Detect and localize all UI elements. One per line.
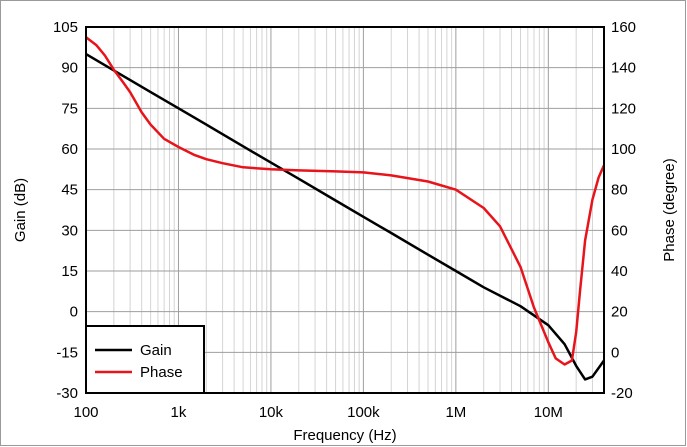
y-right-tick-label: 0 (611, 344, 619, 361)
y-left-tick-label: -30 (56, 385, 78, 402)
y-right-tick-label: 160 (611, 19, 636, 36)
y-right-tick-label: 100 (611, 141, 636, 158)
y-left-tick-label: 60 (61, 141, 78, 158)
y-left-tick-label: 45 (61, 182, 78, 199)
x-tick-label: 10k (259, 404, 284, 421)
series-lines (85, 36, 606, 381)
legend: Gain Phase (85, 325, 205, 394)
y-left-tick-label: 0 (70, 304, 78, 321)
y-right-tick-label: 140 (611, 60, 636, 77)
tick-labels: 100 1k 10k 100k 1M 10M -30 -15 0 15 30 45 60 75 90 105 -… (53, 19, 636, 421)
y-right-tick-label: 20 (611, 304, 628, 321)
y-left-tick-label: 15 (61, 263, 78, 280)
y-right-tick-label: 40 (611, 263, 628, 280)
y-right-tick-label: 120 (611, 100, 636, 117)
y-left-tick-label: -15 (56, 344, 78, 361)
x-axis-label: Frequency (Hz) (293, 427, 396, 444)
x-tick-label: 100k (347, 404, 380, 421)
legend-box (85, 325, 205, 394)
legend-phase-label: Phase (140, 364, 183, 381)
y-left-tick-label: 75 (61, 100, 78, 117)
plot-area-border (85, 26, 605, 394)
x-tick-label: 1k (171, 404, 187, 421)
legend-gain-label: Gain (140, 342, 172, 359)
phase-series-line (85, 36, 606, 366)
y-right-tick-label: 80 (611, 182, 628, 199)
x-tick-label: 1M (445, 404, 466, 421)
x-tick-label: 10M (534, 404, 563, 421)
x-tick-label: 100 (73, 404, 98, 421)
y-left-tick-label: 105 (53, 19, 78, 36)
y-right-tick-label: -20 (611, 385, 633, 402)
y-left-tick-label: 30 (61, 222, 78, 239)
y-axis-label-right: Phase (degree) (661, 158, 678, 261)
y-left-tick-label: 90 (61, 60, 78, 77)
y-axis-label-left: Gain (dB) (12, 178, 29, 242)
y-right-tick-label: 60 (611, 222, 628, 239)
